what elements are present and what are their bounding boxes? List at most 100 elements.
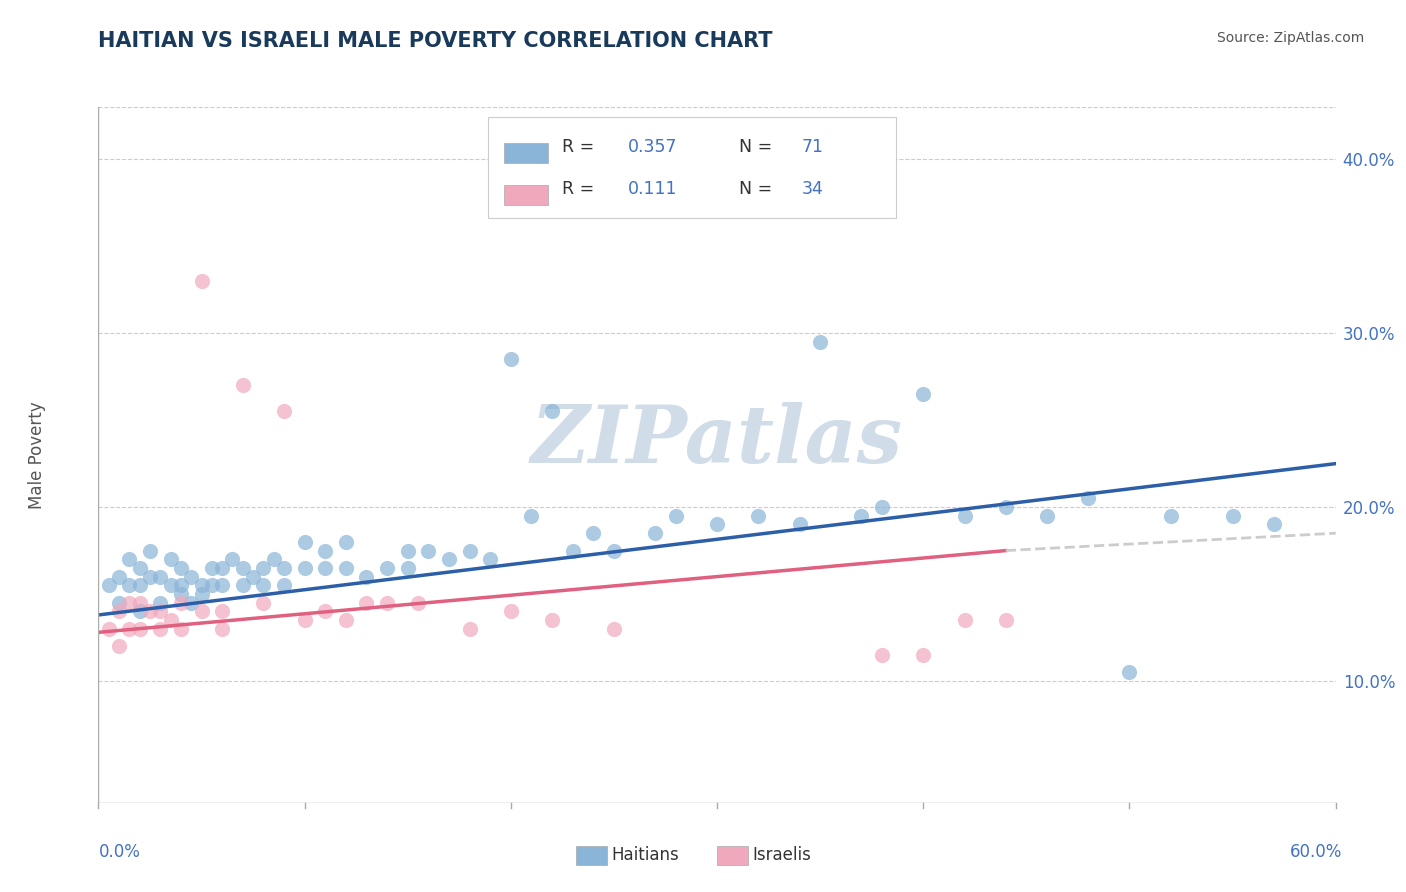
Point [541,613,564,627]
Point [335,613,357,627]
Point [499,352,522,367]
Point [479,552,502,566]
Point [118,596,141,610]
Point [1036,508,1059,523]
Point [118,622,141,636]
Point [396,543,419,558]
Point [273,578,295,592]
Point [273,561,295,575]
Point [128,605,150,619]
Point [870,648,893,662]
Point [118,552,141,566]
Text: HAITIAN VS ISRAELI MALE POVERTY CORRELATION CHART: HAITIAN VS ISRAELI MALE POVERTY CORRELAT… [98,31,773,51]
Point [789,517,811,532]
Text: N =: N = [740,179,778,198]
Point [139,569,162,583]
Point [953,613,976,627]
Point [335,534,357,549]
Point [180,596,202,610]
Point [458,622,481,636]
Point [294,613,316,627]
Point [375,561,398,575]
Text: 60.0%: 60.0% [1291,843,1343,861]
Point [294,534,316,549]
Point [582,526,605,541]
Point [139,543,162,558]
Point [520,508,543,523]
Point [201,561,224,575]
Point [458,543,481,558]
Point [108,569,131,583]
Point [499,605,522,619]
Text: Haitians: Haitians [612,846,679,863]
Point [1222,508,1244,523]
Point [190,274,212,288]
Point [314,561,336,575]
Point [149,596,172,610]
Text: Male Poverty: Male Poverty [28,401,45,508]
Point [170,561,193,575]
Text: R =: R = [562,179,606,198]
Point [108,605,131,619]
Point [994,613,1017,627]
Point [437,552,460,566]
Point [108,639,131,653]
Point [149,605,172,619]
Text: 34: 34 [801,179,823,198]
Point [139,605,162,619]
Text: 0.0%: 0.0% [98,843,141,861]
Point [335,561,357,575]
Point [314,605,336,619]
Text: 0.111: 0.111 [628,179,678,198]
Point [252,578,274,592]
Point [211,622,233,636]
Point [211,605,233,619]
Point [149,622,172,636]
Point [706,517,728,532]
Point [665,508,688,523]
FancyBboxPatch shape [488,118,897,219]
Point [541,404,564,418]
Point [97,622,120,636]
Point [1118,665,1140,680]
Point [603,622,626,636]
Text: 0.357: 0.357 [628,138,678,156]
Text: ZIPatlas: ZIPatlas [531,402,903,480]
Bar [505,185,547,205]
Point [221,552,243,566]
Point [252,596,274,610]
Point [97,578,120,592]
Point [170,622,193,636]
Point [808,334,831,349]
Point [561,543,583,558]
Point [242,569,264,583]
Point [953,508,976,523]
Point [190,578,212,592]
Point [603,543,626,558]
Bar [505,143,547,163]
Point [211,578,233,592]
Point [294,561,316,575]
Point [180,569,202,583]
Text: R =: R = [562,138,600,156]
Point [994,500,1017,514]
Point [912,648,935,662]
Point [170,587,193,601]
Point [396,561,419,575]
Point [1077,491,1099,506]
Text: Source: ZipAtlas.com: Source: ZipAtlas.com [1216,31,1364,45]
Point [314,543,336,558]
Point [232,561,254,575]
Point [356,596,378,610]
Point [159,552,181,566]
Point [232,578,254,592]
Point [1263,517,1285,532]
Text: Israelis: Israelis [752,846,811,863]
Point [375,596,398,610]
Point [108,596,131,610]
Point [128,596,150,610]
Point [232,378,254,392]
Point [211,561,233,575]
Point [190,605,212,619]
Point [159,613,181,627]
